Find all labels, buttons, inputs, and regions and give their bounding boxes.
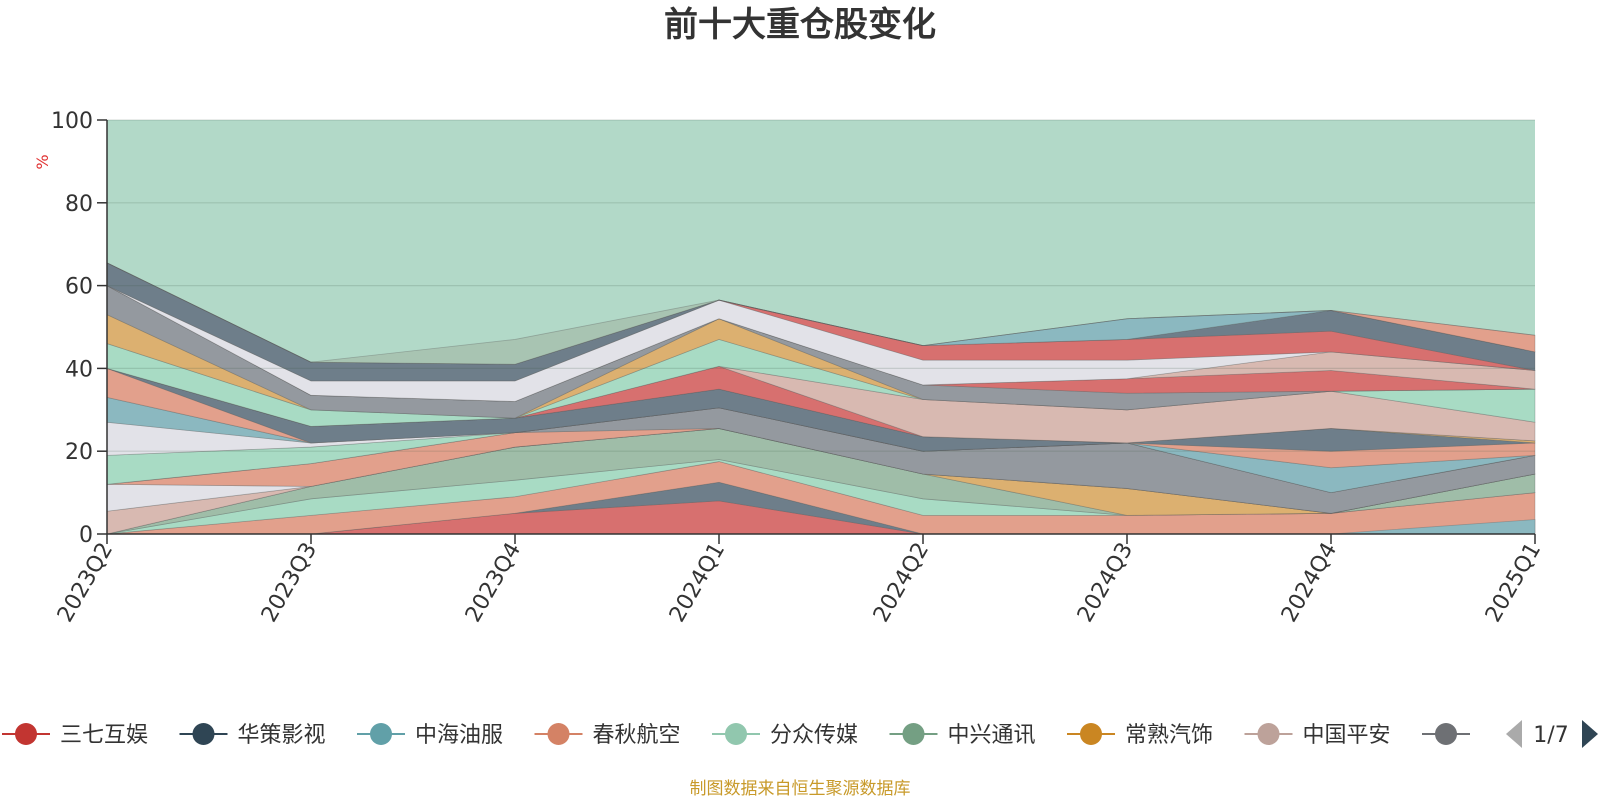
legend-pager: 1/7 [1506,720,1598,748]
x-ticks: 2023Q2 2023Q3 2023Q4 2024Q1 2024Q2 2024Q3 2024… [53,534,1546,627]
legend-item[interactable] [1422,723,1470,745]
area-band-29 [106,262,1536,365]
legend-marker-icon [725,723,747,745]
legend-label: 中国平安 [1303,723,1391,748]
legend-marker-icon [1435,723,1457,745]
legend-label: 中海油服 [415,723,503,748]
legend-marker-icon [192,723,215,745]
legend-item[interactable]: 中海油服 [357,723,503,748]
legend-item[interactable]: 三七互娱 [2,723,148,748]
legend-label: 三七互娱 [60,723,148,748]
y-tick-label: 60 [65,275,93,300]
y-tick-label: 100 [51,109,93,134]
legend-item[interactable]: 华策影视 [179,723,326,748]
area-bands [106,262,1536,535]
legend-marker-icon [902,723,925,745]
axes [106,120,1535,535]
x-tick-label: 2024Q3 [1073,539,1138,627]
legend-item[interactable]: 春秋航空 [534,723,681,748]
legend-marker-icon [1080,723,1102,745]
y-tick-label: 0 [79,523,93,548]
legend-item[interactable]: 常熟汽饰 [1067,723,1213,748]
y-axis-unit: % [33,154,52,169]
legend-next-icon[interactable] [1582,720,1598,748]
legend-item[interactable]: 分众传媒 [712,723,858,748]
legend-page-indicator: 1/7 [1533,723,1568,748]
legend-marker-icon [15,723,37,745]
x-tick-label: 2025Q1 [1481,539,1546,627]
x-tick-label: 2024Q2 [869,539,934,627]
x-tick-label: 2024Q4 [1277,539,1342,627]
legend-label: 华策影视 [238,723,326,748]
legend-label: 常熟汽饰 [1125,723,1213,748]
legend-item[interactable]: 中国平安 [1244,723,1391,748]
legend-label: 中兴通讯 [948,723,1036,748]
legend-item[interactable]: 中兴通讯 [889,723,1036,748]
x-tick-label: 2023Q2 [53,539,118,627]
y-tick-label: 80 [65,192,93,217]
x-tick-label: 2023Q3 [257,539,322,627]
y-tick-label: 40 [65,357,93,382]
legend-prev-icon[interactable] [1506,720,1522,748]
y-tick-label: 20 [65,440,93,465]
legend-marker-icon [1257,723,1280,745]
area-band-19 [106,338,1536,427]
area-band-26 [106,262,1536,382]
y-ticks: 0 20 40 60 80 100 [51,109,107,548]
data-source-note: 制图数据来自恒生聚源数据库 [690,779,911,799]
legend: 三七互娱 华策影视 中海油服 春秋航空 分众传媒 中兴通讯 常熟汽饰 中国平安 [2,723,1470,748]
chart-title: 前十大重仓股变化 [664,5,936,45]
x-tick-label: 2023Q4 [461,539,526,627]
legend-label: 分众传媒 [770,723,858,748]
legend-label: 春秋航空 [593,723,681,748]
x-tick-label: 2024Q1 [665,539,730,627]
legend-marker-icon [370,723,392,745]
legend-marker-icon [547,723,570,745]
grid-lines [107,119,1535,452]
